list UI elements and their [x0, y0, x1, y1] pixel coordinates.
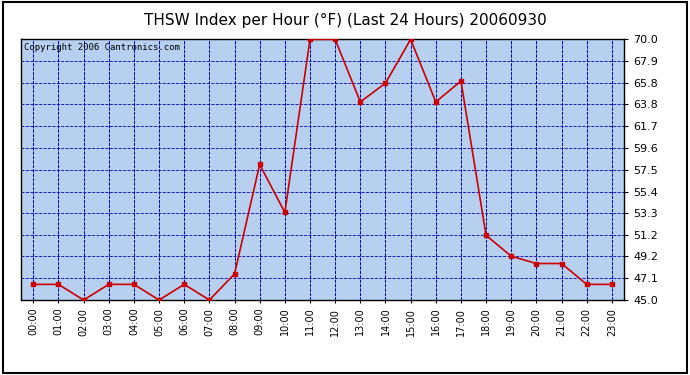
- Text: THSW Index per Hour (°F) (Last 24 Hours) 20060930: THSW Index per Hour (°F) (Last 24 Hours)…: [144, 13, 546, 28]
- Text: Copyright 2006 Cantronics.com: Copyright 2006 Cantronics.com: [23, 43, 179, 52]
